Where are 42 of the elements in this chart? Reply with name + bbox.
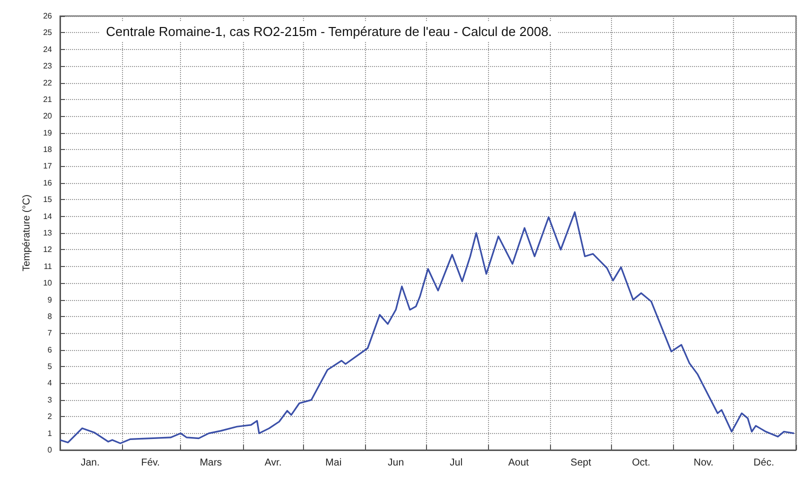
y-tick-label: 5 xyxy=(48,362,53,372)
x-tick-label: Déc. xyxy=(754,458,774,468)
y-tick-label: 19 xyxy=(43,128,53,138)
x-tick-label: Sept xyxy=(570,458,592,468)
y-tick-label: 10 xyxy=(43,278,53,288)
x-tick-label: Jul xyxy=(450,458,463,468)
x-tick-label: Nov. xyxy=(694,458,714,468)
x-tick-label: Mai xyxy=(325,458,342,468)
y-tick-label: 12 xyxy=(43,245,53,254)
x-tick-label: Fév. xyxy=(141,458,160,468)
y-axis-title: Température (°C) xyxy=(22,194,32,272)
y-tick-label: 21 xyxy=(43,94,53,104)
text: Centrale Romaine-1, cas RO2-215m - Température de l'eau - Calcul de 2008. xyxy=(106,24,552,39)
line-series xyxy=(59,211,795,444)
y-tick-label: 22 xyxy=(43,78,53,88)
y-tick-label: 3 xyxy=(48,395,53,404)
y-tick-label: 15 xyxy=(43,195,53,204)
x-tick-label: Aout xyxy=(508,458,529,468)
y-tick-label: 13 xyxy=(43,228,53,238)
y-tick-label: 24 xyxy=(43,44,53,54)
y-tick-label: 9 xyxy=(48,295,53,304)
y-tick-label: 11 xyxy=(44,262,53,271)
y-tick-label: 16 xyxy=(43,178,53,188)
y-tick-label: 7 xyxy=(48,328,53,338)
y-tick-label: 25 xyxy=(43,28,53,38)
y-tick-label: 1 xyxy=(48,428,53,438)
y-tick-label: 2 xyxy=(48,412,53,422)
y-tick-label: 6 xyxy=(48,345,53,354)
y-tick-label: 23 xyxy=(43,62,53,71)
y-tick-label: 0 xyxy=(48,446,53,454)
x-tick-label: Oct. xyxy=(632,458,650,468)
x-tick-label: Avr. xyxy=(264,458,282,468)
y-tick-label: 18 xyxy=(43,145,53,154)
y-tick-label: 4 xyxy=(48,378,53,388)
y-tick-label: 17 xyxy=(43,162,53,171)
y-tick-label: 14 xyxy=(43,212,53,221)
x-tick-label: Mars xyxy=(200,458,222,468)
y-tick-label: 26 xyxy=(43,12,53,20)
x-tick-label: Jun xyxy=(388,458,404,468)
y-tick-label: 20 xyxy=(43,112,53,121)
x-tick-label: Jan. xyxy=(80,458,100,468)
y-tick-label: 8 xyxy=(48,312,53,321)
